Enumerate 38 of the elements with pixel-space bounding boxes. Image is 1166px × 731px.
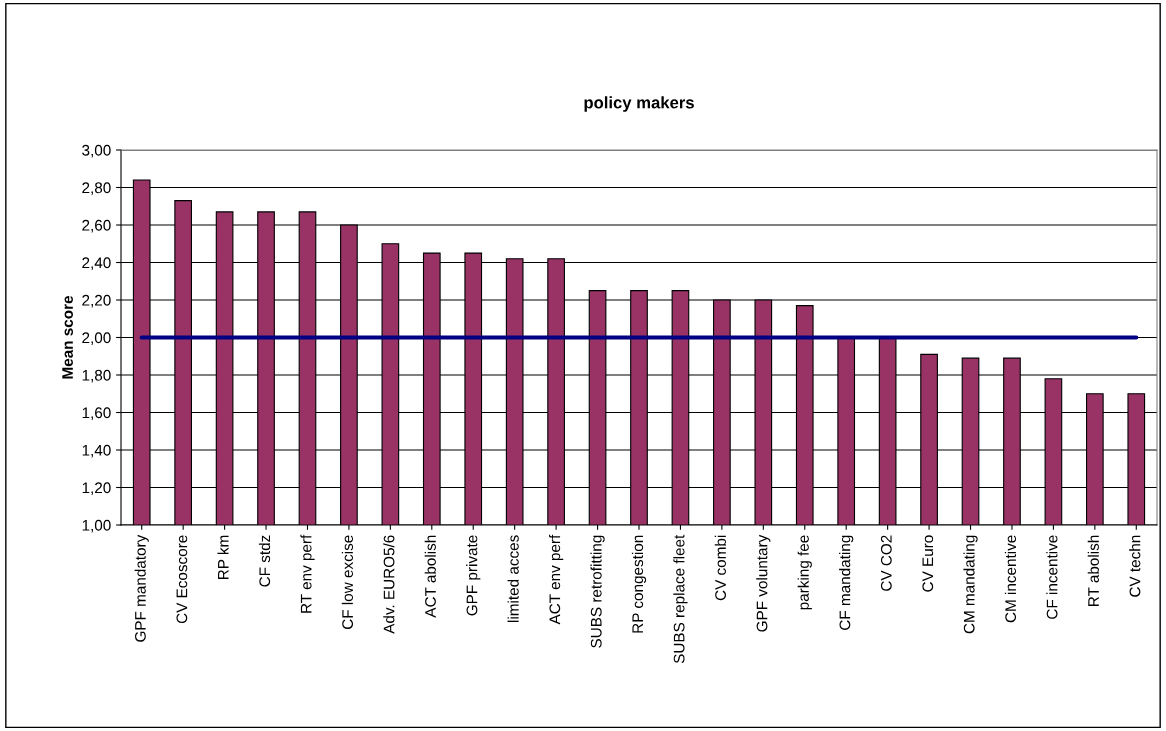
x-tick-label: CV Euro bbox=[922, 535, 934, 592]
y-tick-label: 1,40 bbox=[82, 444, 111, 458]
x-tick-label: CF incentive bbox=[1046, 535, 1058, 619]
x-tick-label: limited acces bbox=[507, 535, 519, 622]
y-tick-label: 2,20 bbox=[82, 294, 111, 308]
x-tick-label: RP congestion bbox=[631, 535, 647, 633]
y-tick-label: 2,60 bbox=[82, 219, 111, 233]
x-tick-label: GPF voluntary bbox=[756, 534, 771, 632]
x-tick-label: RT abolish bbox=[1087, 535, 1099, 606]
x-tick-label: CV CO2 bbox=[880, 535, 892, 591]
y-tick-label: 2,80 bbox=[82, 182, 111, 195]
y-tick-label: 1,00 bbox=[82, 519, 111, 533]
x-tick-label: RT env perf bbox=[300, 534, 315, 613]
x-tick-label: CF stdz bbox=[258, 535, 271, 587]
x-tick-label: GPF mandatory bbox=[134, 534, 149, 642]
x-tick-label: CV techn bbox=[1129, 535, 1141, 597]
x-tick-label: CF mandating bbox=[839, 535, 854, 630]
x-tick-label: SUBS replace fleet bbox=[673, 534, 688, 664]
y-tick-label: 1,60 bbox=[82, 407, 111, 420]
x-tick-label: GPF private bbox=[466, 535, 481, 616]
y-tick-label: 2,00 bbox=[82, 332, 111, 345]
y-tick-label: 2,40 bbox=[82, 257, 111, 270]
x-tick-label: ACT abolish bbox=[424, 535, 436, 618]
x-tick-label: parking fee bbox=[797, 535, 812, 610]
x-tick-label: SUBS retrofitting bbox=[590, 535, 605, 648]
x-tick-label: CM incentive bbox=[1004, 535, 1017, 623]
x-tick-label: Adv. EURO5/6 bbox=[383, 535, 395, 634]
y-tick-label: 3,00 bbox=[82, 144, 111, 158]
x-tick-label: CM mandating bbox=[963, 535, 978, 634]
y-tick-label: 1,20 bbox=[82, 482, 111, 495]
x-tick-label: CF low excise bbox=[341, 535, 354, 630]
chart-title: policy makers bbox=[584, 96, 694, 112]
y-axis-title: Mean score bbox=[62, 295, 73, 379]
y-tick-label: 1,80 bbox=[82, 369, 111, 383]
x-tick-label: CV combi bbox=[714, 535, 726, 601]
x-tick-label: ACT env perf bbox=[549, 534, 564, 625]
x-tick-label: CV Ecoscore bbox=[176, 535, 188, 624]
x-tick-label: RP km bbox=[217, 535, 229, 580]
